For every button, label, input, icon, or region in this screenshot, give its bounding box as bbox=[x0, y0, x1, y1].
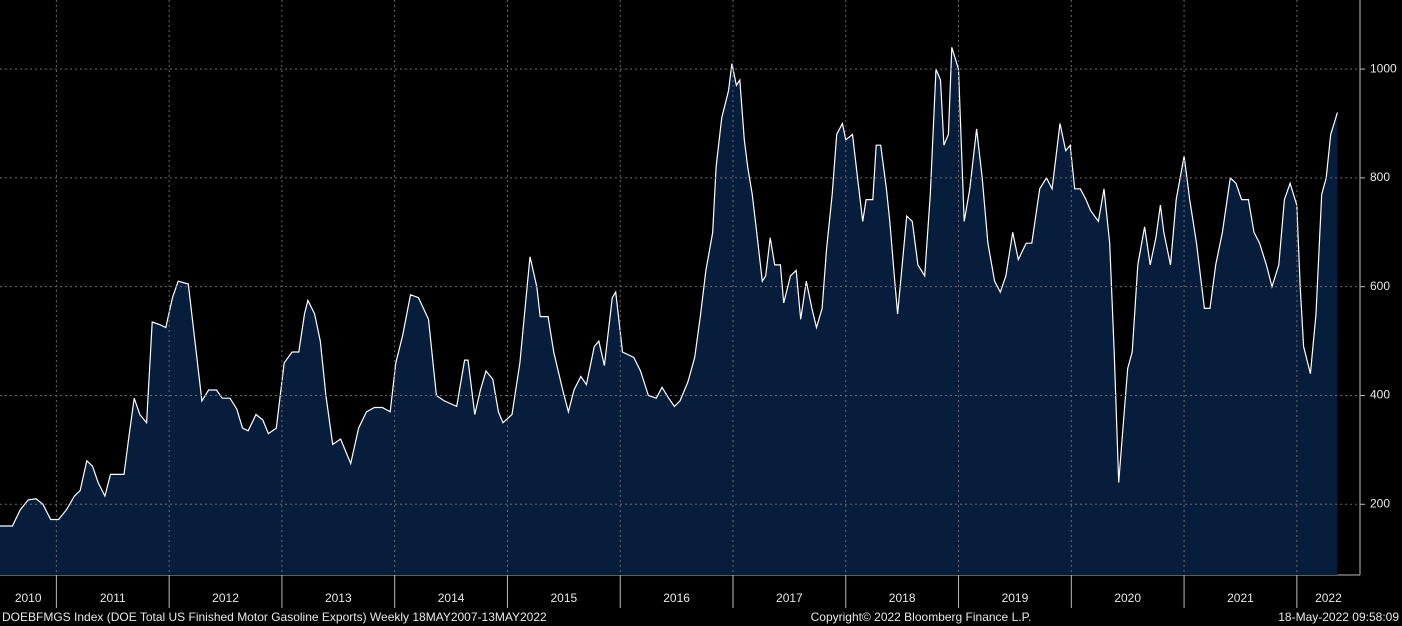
x-tick-label: 2015 bbox=[550, 591, 577, 605]
series-line bbox=[0, 47, 1338, 527]
x-tick-label: 2022 bbox=[1315, 591, 1342, 605]
x-tick-label: 2012 bbox=[212, 591, 239, 605]
y-tick-label: 200 bbox=[1370, 496, 1390, 510]
area-fill bbox=[0, 47, 1338, 576]
x-tick-label: 2017 bbox=[776, 591, 803, 605]
x-tick-label: 2019 bbox=[1002, 591, 1029, 605]
y-tick-label: 600 bbox=[1370, 279, 1390, 293]
x-tick-label: 2013 bbox=[325, 591, 352, 605]
y-tick-label: 1000 bbox=[1370, 61, 1397, 75]
x-tick-label: 2011 bbox=[100, 591, 126, 605]
x-tick-label: 2016 bbox=[663, 591, 690, 605]
footer-center: Copyright© 2022 Bloomberg Finance L.P. bbox=[811, 610, 1032, 624]
footer-right: 18-May-2022 09:58:09 bbox=[1278, 610, 1399, 624]
x-tick-label: 2014 bbox=[438, 591, 465, 605]
footer-left: DOEBFMGS Index (DOE Total US Finished Mo… bbox=[2, 610, 547, 624]
x-tick-label: 2010 bbox=[15, 591, 42, 605]
y-tick-label: 800 bbox=[1370, 170, 1390, 184]
x-tick-label: 2021 bbox=[1227, 591, 1254, 605]
x-tick-label: 2018 bbox=[889, 591, 916, 605]
x-tick-label: 2020 bbox=[1114, 591, 1141, 605]
y-tick-label: 400 bbox=[1370, 388, 1390, 402]
